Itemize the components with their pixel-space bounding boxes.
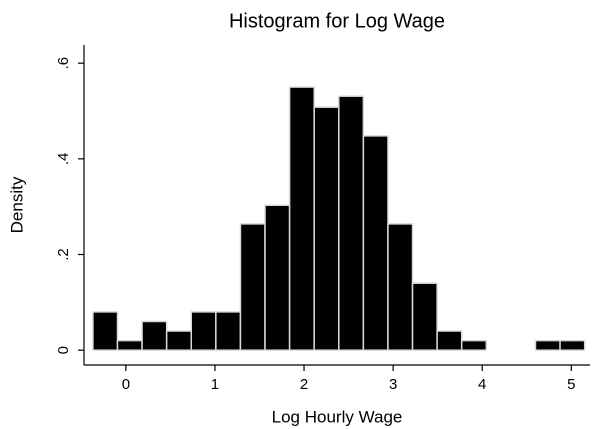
x-tick-label: 0: [122, 376, 130, 393]
bar: [534, 339, 561, 351]
bar: [411, 282, 438, 351]
bar: [436, 330, 463, 351]
x-tick-label: 1: [211, 376, 219, 393]
bar: [338, 95, 365, 351]
bar: [559, 339, 586, 351]
bar: [92, 311, 119, 351]
bar: [116, 339, 143, 351]
x-axis-label: Log Hourly Wage: [272, 407, 403, 426]
bar: [190, 311, 217, 351]
x-tick-label: 2: [300, 376, 308, 393]
bar: [239, 223, 266, 351]
bar: [362, 135, 389, 351]
bar: [313, 106, 340, 351]
x-tick-label: 3: [389, 376, 397, 393]
bar: [264, 204, 291, 351]
x-tick-label: 5: [567, 376, 575, 393]
chart-title: Histogram for Log Wage: [229, 10, 445, 32]
x-tick-label: 4: [478, 376, 486, 393]
bar: [215, 311, 242, 351]
bar: [165, 330, 193, 351]
bar: [460, 339, 488, 351]
bar: [288, 86, 315, 351]
y-tick-label: .2: [55, 248, 72, 261]
bar: [387, 223, 414, 351]
y-axis-label: Density: [7, 176, 26, 233]
bar: [141, 320, 168, 351]
y-tick-label: .4: [55, 153, 72, 166]
y-tick-label: .6: [55, 57, 72, 70]
y-tick-label: 0: [55, 346, 72, 354]
